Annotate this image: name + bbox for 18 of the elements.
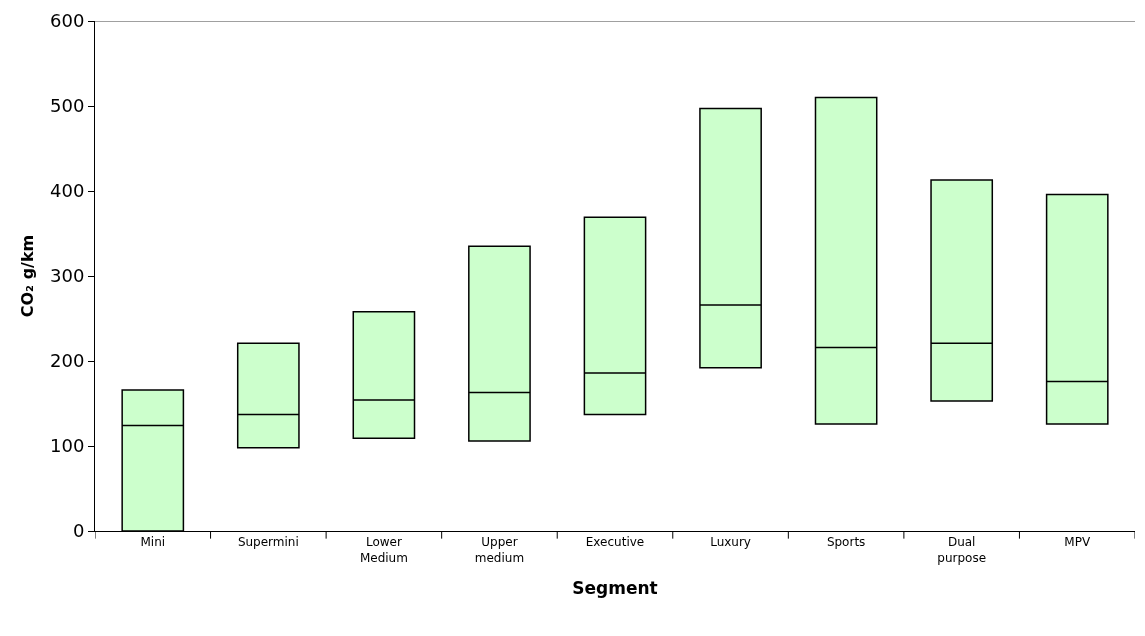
x-tick-label: Sports	[826, 535, 866, 550]
x-tick-label: Mini	[140, 535, 166, 550]
x-tick-label: Lower Medium	[359, 535, 408, 565]
y-tick-label: 600	[50, 10, 85, 32]
x-axis-title: Segment	[572, 578, 658, 599]
x-tick-label: Executive	[585, 535, 645, 550]
x-tick-label: Dual purpose	[937, 535, 987, 565]
x-tick-label: MPV	[1064, 535, 1091, 550]
x-tick-label: Luxury	[710, 535, 751, 550]
y-tick-label: 300	[50, 265, 85, 287]
x-tick-label: Upper medium	[474, 535, 525, 565]
y-tick-label: 200	[50, 350, 85, 372]
y-tick-label: 0	[72, 520, 85, 542]
y-axis-title: CO₂ g/km	[17, 234, 37, 318]
y-tick-label: 100	[50, 435, 85, 457]
x-tick-label: Supermini	[237, 535, 299, 550]
y-tick-label: 500	[50, 95, 85, 117]
y-tick-label: 400	[50, 180, 85, 202]
